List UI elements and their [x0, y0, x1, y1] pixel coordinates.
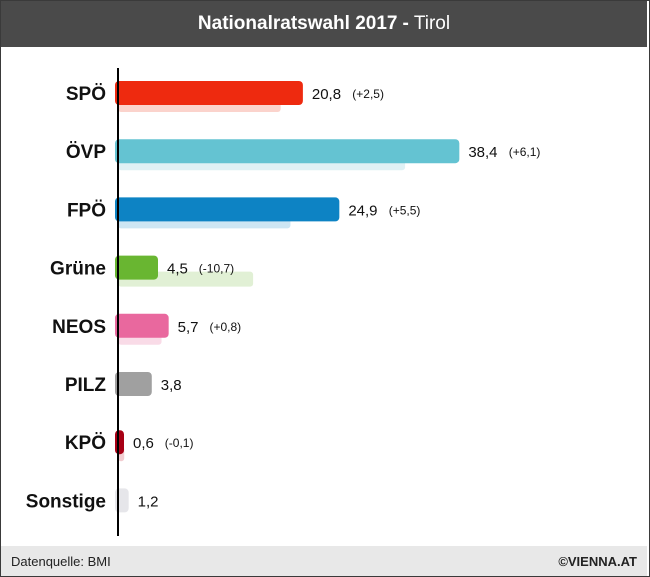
category-label-kp-: KPÖ	[65, 433, 106, 454]
brand-logo: ©VIENNA.AT	[558, 553, 637, 569]
change-label--vp: (+6,1)	[509, 145, 541, 159]
category-label-pilz: PILZ	[65, 375, 107, 396]
chart-header: Nationalratswahl 2017 - Tirol	[1, 1, 647, 47]
value-label-pilz: 3,8	[161, 377, 182, 394]
change-label-sp-: (+2,5)	[352, 87, 384, 101]
change-label-gr-ne: (-10,7)	[199, 262, 234, 276]
value-label-kp-: 0,6	[133, 435, 154, 452]
category-label-sp-: SPÖ	[66, 84, 106, 105]
change-label-neos: (+0,8)	[209, 320, 241, 334]
bar-sp-	[115, 81, 303, 105]
value-label-sp-: 20,8	[312, 86, 341, 103]
change-label-fp-: (+5,5)	[389, 203, 421, 217]
bar-gr-ne	[115, 255, 158, 280]
category-label-sonstige: Sonstige	[26, 491, 106, 512]
bar-fp-	[115, 197, 340, 222]
chart-region: Tirol	[413, 13, 451, 34]
category-label-fp-: FPÖ	[67, 200, 106, 221]
category-label-neos: NEOS	[52, 317, 106, 338]
title-separator: -	[402, 13, 409, 34]
value-label-fp-: 24,9	[348, 202, 377, 219]
category-label--vp: ÖVP	[66, 142, 106, 163]
chart-title: Nationalratswahl 2017	[197, 13, 398, 34]
bar--vp	[115, 139, 460, 164]
bar-kp-	[115, 430, 124, 455]
bar-pilz	[115, 372, 152, 396]
category-label-gr-ne: Grüne	[50, 259, 106, 280]
value-label--vp: 38,4	[468, 144, 497, 161]
data-source: Datenquelle: BMI	[11, 553, 111, 569]
value-label-gr-ne: 4,5	[167, 261, 188, 278]
change-label-kp-: (-0,1)	[165, 436, 194, 450]
value-label-neos: 5,7	[178, 319, 199, 336]
bar-neos	[115, 313, 169, 338]
value-label-sonstige: 1,2	[138, 493, 159, 510]
chart-footer: Datenquelle: BMI ©VIENNA.AT	[1, 546, 647, 576]
